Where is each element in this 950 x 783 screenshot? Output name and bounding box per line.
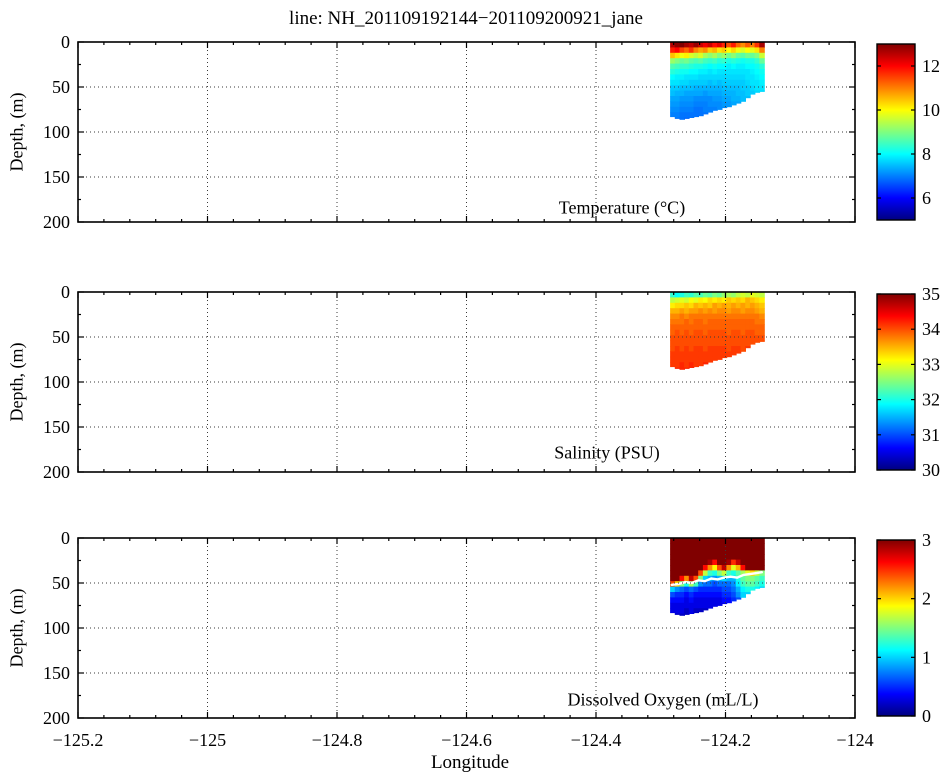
salinity-panel: 0 50 100 150 200 30 31 32 33 34 35 [43, 282, 940, 482]
temperature-ticks [77, 41, 856, 223]
figure-title: line: NH_201109192144−201109200921_jane [289, 8, 643, 29]
colorbar-tick-label: 34 [922, 319, 940, 339]
salinity-grid [78, 292, 855, 472]
y-tick-label: 200 [43, 212, 70, 232]
x-tick-label: −124.6 [441, 730, 492, 750]
x-tick-label: −125 [189, 730, 226, 750]
dissolved_oxygen-panel: 0 50 100 150 200 0 1 2 3 [43, 528, 931, 728]
panel-label-salinity: Salinity (PSU) [554, 442, 660, 463]
temperature-heatmap [670, 42, 765, 120]
y-tick-label: 50 [52, 573, 70, 593]
colorbar-tick-label: 33 [922, 354, 940, 374]
y-tick-label: 50 [52, 77, 70, 97]
salinity-ticks [77, 291, 856, 473]
y-tick-label: 50 [52, 327, 70, 347]
salinity-colorbar-frame [876, 293, 916, 471]
y-tick-label: 200 [43, 462, 70, 482]
y-tick-label: 0 [61, 282, 70, 302]
y-axis-label-oxygen: Depth, (m) [6, 588, 27, 668]
colorbar-tick-label: 8 [922, 144, 931, 164]
dissolved_oxygen-colorbar-ticks [877, 539, 915, 717]
y-tick-label: 200 [43, 708, 70, 728]
temperature-colorbar-frame [876, 43, 916, 221]
x-tick-label: −125.2 [53, 730, 104, 750]
colorbar-tick-label: 32 [922, 390, 940, 410]
oxygen-gap-line [670, 571, 763, 586]
salinity-colorbar [877, 294, 915, 470]
x-tick-label: −124.4 [571, 730, 622, 750]
panel-label-temperature: Temperature (°C) [558, 197, 686, 218]
colorbar-tick-label: 30 [922, 460, 940, 480]
dissolved_oxygen-heatmap [670, 538, 765, 616]
x-tick-label: −124 [836, 730, 873, 750]
y-tick-label: 0 [61, 32, 70, 52]
x-axis-label: Longitude [430, 752, 510, 773]
y-axis-label-temperature: Depth, (m) [6, 92, 27, 172]
dissolved_oxygen-colorbar-frame [876, 539, 916, 717]
colorbar-tick-label: 31 [922, 425, 940, 445]
y-tick-label: 150 [43, 167, 70, 187]
dissolved_oxygen-grid [78, 538, 855, 718]
dissolved_oxygen-ticks [77, 537, 856, 719]
colorbar-tick-label: 6 [922, 188, 931, 208]
y-tick-label: 0 [61, 528, 70, 548]
colorbar-tick-label: 10 [922, 100, 940, 120]
temperature-colorbar [877, 44, 915, 220]
y-tick-label: 150 [43, 663, 70, 683]
y-tick-label: 100 [43, 122, 70, 142]
salinity-heatmap [670, 292, 765, 370]
panel-label-oxygen: Dissolved Oxygen (mL/L) [567, 689, 759, 710]
x-tick-label: −124.2 [700, 730, 751, 750]
y-tick-label: 100 [43, 372, 70, 392]
temperature-panel: 0 50 100 150 200 6 8 10 12 [43, 32, 940, 232]
temperature-grid [78, 42, 855, 222]
colorbar-tick-label: 35 [922, 284, 940, 304]
salinity-colorbar-ticks [877, 293, 915, 471]
colorbar-tick-label: 3 [922, 530, 931, 550]
colorbar-tick-label: 12 [922, 56, 940, 76]
dissolved_oxygen-colorbar [877, 540, 915, 716]
x-tick-label: −124.8 [312, 730, 363, 750]
colorbar-tick-label: 0 [922, 706, 931, 726]
colorbar-tick-label: 1 [922, 647, 931, 667]
y-tick-label: 150 [43, 417, 70, 437]
temperature-colorbar-ticks [877, 65, 915, 199]
y-axis-label-salinity: Depth, (m) [6, 342, 27, 422]
y-tick-label: 100 [43, 618, 70, 638]
colorbar-tick-label: 2 [922, 589, 931, 609]
